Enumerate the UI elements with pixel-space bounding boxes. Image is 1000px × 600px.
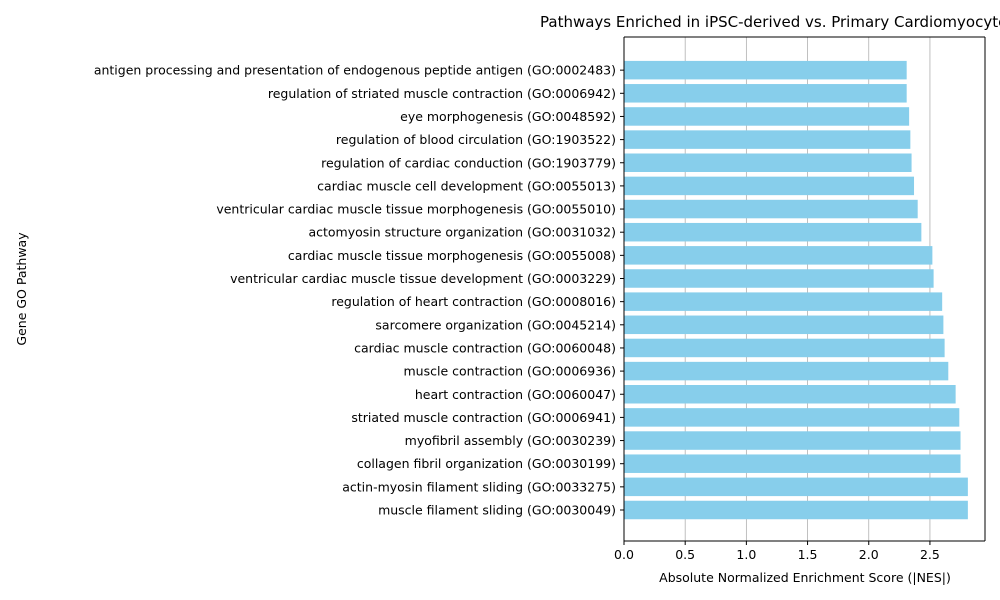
bar bbox=[624, 454, 961, 473]
bar bbox=[624, 199, 918, 219]
x-tick-label: 1.0 bbox=[736, 547, 756, 562]
y-tick-label: heart contraction (GO:0060047) bbox=[415, 387, 616, 402]
bars bbox=[624, 60, 968, 520]
y-tick-label: actomyosin structure organization (GO:00… bbox=[308, 225, 616, 240]
bar bbox=[624, 292, 943, 311]
y-tick-label: sarcomere organization (GO:0045214) bbox=[375, 317, 616, 332]
x-tick-label: 0.5 bbox=[675, 547, 695, 562]
bar bbox=[624, 315, 944, 335]
bar bbox=[624, 408, 960, 427]
y-tick-label: muscle contraction (GO:0006936) bbox=[404, 364, 617, 379]
y-tick-label: cardiac muscle contraction (GO:0060048) bbox=[354, 340, 616, 355]
y-tick-label: myofibril assembly (GO:0030239) bbox=[405, 433, 616, 448]
y-tick-label: collagen fibril organization (GO:0030199… bbox=[357, 456, 616, 471]
bar bbox=[624, 477, 968, 497]
x-tick-label: 2.0 bbox=[859, 547, 879, 562]
bar bbox=[624, 246, 933, 265]
y-tick-label: cardiac muscle cell development (GO:0055… bbox=[317, 178, 616, 193]
bar bbox=[624, 385, 956, 404]
y-tick-label: regulation of striated muscle contractio… bbox=[268, 86, 616, 101]
x-tick-label: 0.0 bbox=[614, 547, 634, 562]
bar bbox=[624, 269, 934, 288]
bar bbox=[624, 107, 910, 126]
bar bbox=[624, 130, 911, 149]
bar bbox=[624, 361, 949, 381]
bar bbox=[624, 84, 907, 103]
y-tick-label: antigen processing and presentation of e… bbox=[94, 63, 616, 78]
y-tick-label: eye morphogenesis (GO:0048592) bbox=[400, 109, 616, 124]
y-ticks: muscle filament sliding (GO:0030049) acti… bbox=[94, 63, 624, 518]
y-tick-label: regulation of blood circulation (GO:1903… bbox=[336, 132, 616, 147]
chart-title: Pathways Enriched in iPSC-derived vs. Pr… bbox=[540, 13, 1000, 31]
bar bbox=[624, 222, 922, 242]
bar bbox=[624, 338, 945, 358]
bar bbox=[624, 153, 912, 172]
y-tick-label: regulation of cardiac conduction (GO:190… bbox=[321, 155, 616, 170]
x-axis-label: Absolute Normalized Enrichment Score (|N… bbox=[659, 570, 951, 585]
bar bbox=[624, 60, 907, 80]
bar bbox=[624, 176, 915, 196]
y-axis-label: Gene GO Pathway bbox=[14, 232, 29, 346]
bar bbox=[624, 431, 961, 450]
y-tick-label: striated muscle contraction (GO:0006941) bbox=[351, 410, 616, 425]
y-tick-label: muscle filament sliding (GO:0030049) bbox=[378, 503, 616, 518]
bar bbox=[624, 500, 968, 520]
axes bbox=[623, 36, 986, 542]
y-tick-label: ventricular cardiac muscle tissue morpho… bbox=[216, 202, 616, 217]
y-tick-label: ventricular cardiac muscle tissue develo… bbox=[230, 271, 616, 286]
x-ticks: 0.0 0.5 1.0 1.5 2.0 2.5 bbox=[614, 541, 940, 562]
y-tick-label: actin-myosin filament sliding (GO:003327… bbox=[342, 479, 616, 494]
x-tick-label: 1.5 bbox=[798, 547, 818, 562]
y-tick-label: cardiac muscle tissue morphogenesis (GO:… bbox=[288, 248, 616, 263]
x-tick-label: 2.5 bbox=[920, 547, 940, 562]
y-tick-label: regulation of heart contraction (GO:0008… bbox=[331, 294, 616, 309]
